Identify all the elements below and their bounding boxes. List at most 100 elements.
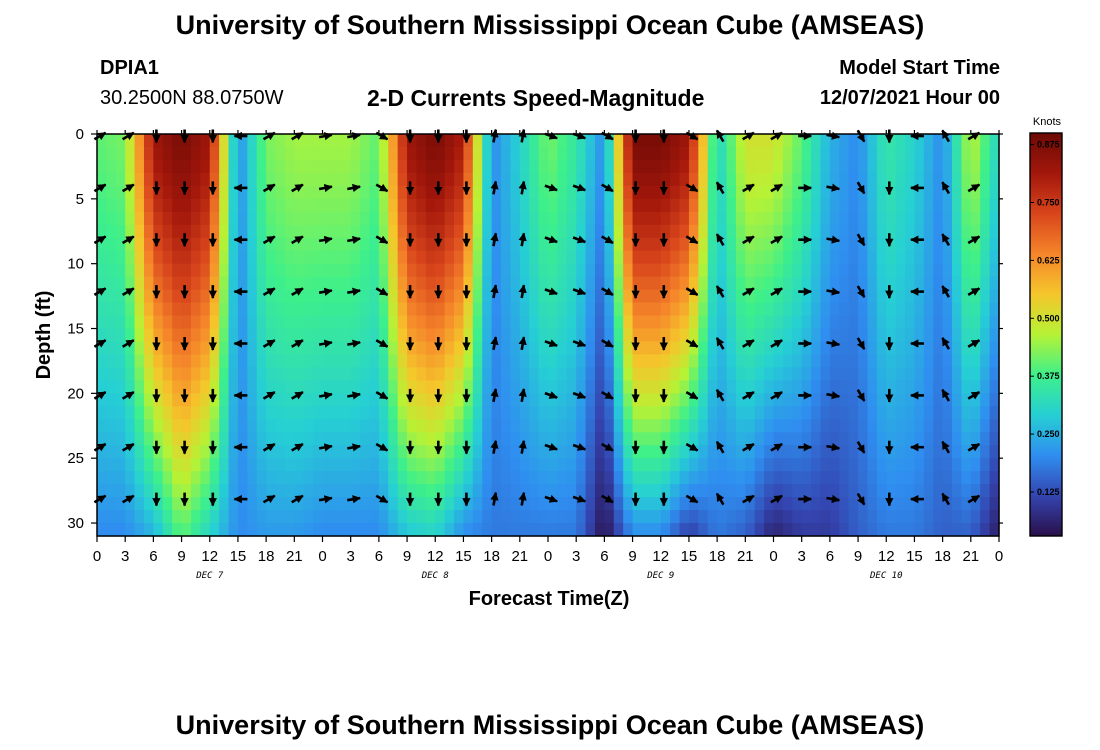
heat-cell [548,134,558,148]
heat-cell [735,146,746,161]
heat-cell [388,224,399,239]
heat-cell [829,198,840,213]
heat-cell [548,198,558,213]
heat-cell [820,224,831,239]
heat-cell [754,146,765,161]
heat-cell [97,471,107,485]
heat-cell [604,380,615,394]
heat-cell [641,419,652,433]
heat-cell [435,523,446,537]
heat-cell [726,146,737,161]
heat-cell [548,172,558,187]
heat-cell [867,237,878,252]
heat-cell [792,289,803,304]
heat-cell [425,224,436,239]
heat-cell [256,367,267,381]
heat-cell [247,315,258,330]
heat-cell [557,289,568,304]
heat-cell [660,289,671,304]
heat-cell [190,341,201,356]
heat-cell [397,237,408,252]
heat-cell [435,432,446,446]
heat-cell [472,406,483,420]
heat-cell [237,380,248,394]
heat-cell [190,172,201,187]
heat-cell [867,302,878,317]
heat-cell [397,367,408,381]
heat-cell [444,445,455,459]
heat-cell [472,289,483,304]
heat-cell [407,302,418,317]
current-arrow [685,339,699,348]
heat-cell [989,211,1000,226]
heat-cell [228,419,239,433]
heat-cell [989,497,1000,511]
heat-cell [501,250,512,265]
heat-cell [153,146,164,161]
heat-cell [773,393,784,407]
heat-cell [360,146,371,161]
heat-cell [463,523,474,537]
heat-cell [115,185,126,200]
heat-cell [688,159,699,174]
current-arrow [262,339,276,348]
heat-cell [858,367,869,381]
heat-cell [416,302,427,317]
current-arrow [347,443,361,452]
heat-cell [97,315,107,330]
heat-cell [219,354,230,369]
heat-cell [181,393,192,407]
heat-cell [735,406,746,420]
heat-cell [858,211,869,226]
heat-cell [454,484,465,498]
heat-cell [115,172,126,187]
heat-cell [529,328,540,343]
heat-cell [529,471,540,485]
current-arrow [544,339,558,348]
heat-cell [641,510,652,524]
heat-cell [397,471,408,485]
heat-cell [284,237,295,252]
heat-cell [106,146,117,161]
heat-cell [388,146,399,161]
heat-cell [548,484,558,498]
heat-cell [162,250,173,265]
heat-cell [228,263,239,278]
heat-cell [200,328,211,343]
heat-cell [632,172,643,187]
heat-cell [548,497,558,511]
heat-cell [322,523,333,537]
heat-cell [613,328,624,343]
heat-cell [989,263,1000,278]
heat-cell [360,159,371,174]
heat-cell [115,432,126,446]
heat-cell [228,224,239,239]
heat-cell [313,445,324,459]
heat-cell [172,471,183,485]
heat-cell [585,380,596,394]
heat-cell [980,237,991,252]
day-label: DEC 8 [421,571,449,581]
heat-cell [933,419,944,433]
heat-cell [425,484,436,498]
heat-cell [764,263,775,278]
heat-cell [980,393,991,407]
heat-cell [360,393,371,407]
heat-cell [162,315,173,330]
heat-cell [407,354,418,369]
heat-cell [256,198,267,213]
heat-cell [407,406,418,420]
heat-cell [867,263,878,278]
heat-cell [162,497,173,511]
heat-cell [369,523,380,537]
heat-cell [397,172,408,187]
heat-cell [200,185,211,200]
heat-cell [350,172,361,187]
heat-cell [228,445,239,459]
heat-cell [237,393,248,407]
heat-cell [416,471,427,485]
heat-cell [923,484,934,498]
heat-cell [172,393,183,407]
heat-cell [651,289,662,304]
heat-cell [548,393,558,407]
